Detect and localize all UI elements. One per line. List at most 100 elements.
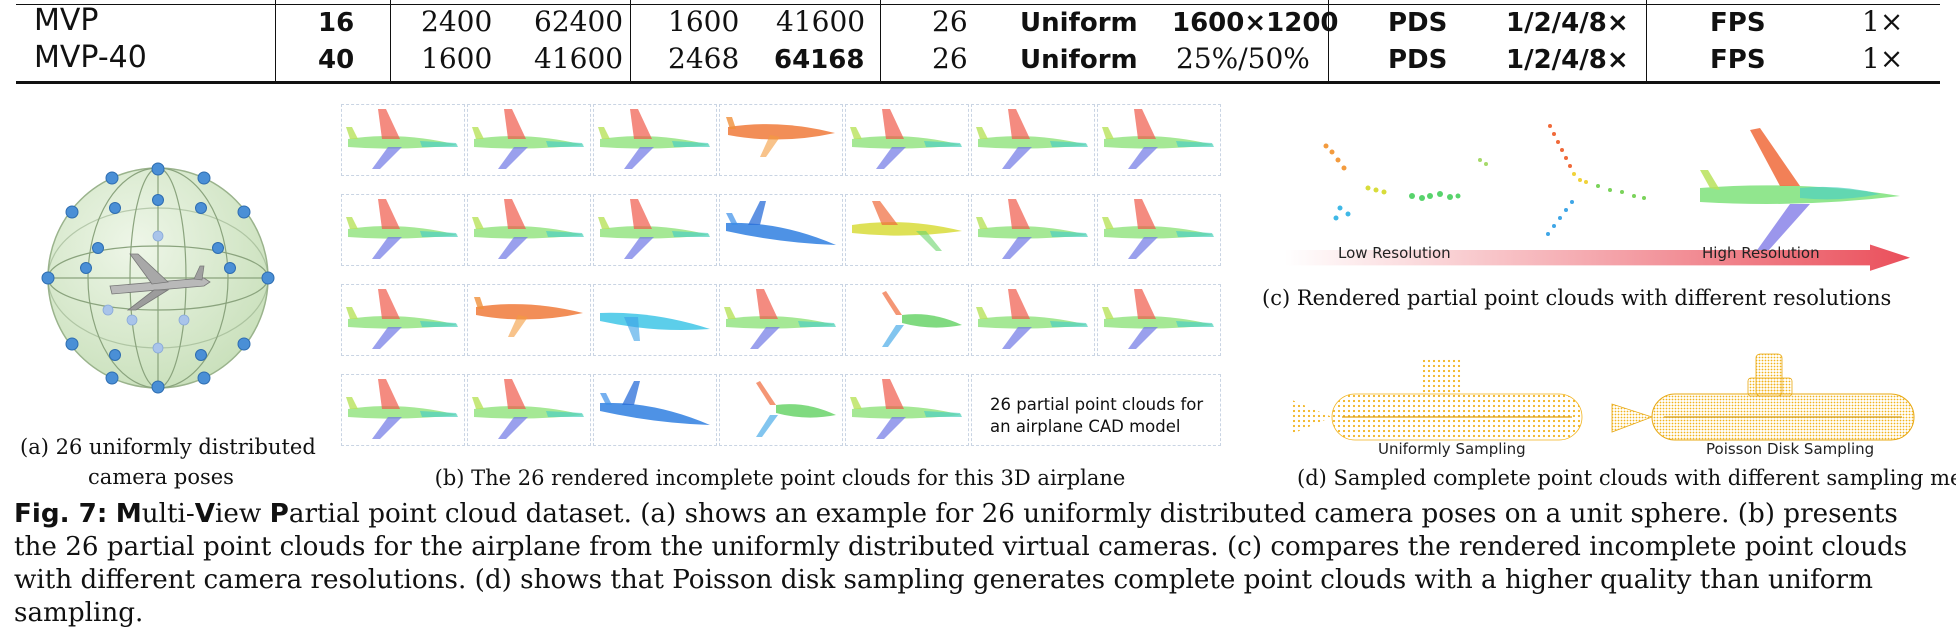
partial-cloud-cell xyxy=(971,284,1095,356)
partial-cloud-cell xyxy=(1097,284,1221,356)
partial-cloud-cell xyxy=(719,104,843,176)
airplane-point-cloud xyxy=(600,312,710,341)
airplane-point-cloud xyxy=(882,291,962,347)
table-vline xyxy=(880,0,882,81)
table-rule-top xyxy=(16,4,1940,6)
table-vline xyxy=(390,0,392,81)
table-cell: 64168 xyxy=(774,45,865,75)
caption-text: iew xyxy=(215,499,270,529)
table-cell: FPS xyxy=(1710,45,1766,75)
partial-clouds-grid xyxy=(341,104,1221,454)
partial-cloud-cell xyxy=(845,284,969,356)
airplane-point-cloud xyxy=(472,379,584,439)
table-cell: 1600 xyxy=(668,5,740,38)
table-vline xyxy=(1328,0,1330,81)
airplane-point-cloud xyxy=(474,297,583,337)
table-cell: 2400 xyxy=(421,5,493,38)
airplane-point-cloud xyxy=(472,199,584,259)
table-cell: 62400 xyxy=(534,5,624,38)
panel-a-caption: (a) 26 uniformly distributed camera pose… xyxy=(20,432,316,492)
partial-cloud-cell xyxy=(971,104,1095,176)
airplane-point-cloud xyxy=(1102,109,1214,169)
table-cell: 41600 xyxy=(534,42,624,75)
table-cell: 1× xyxy=(1862,5,1904,38)
table-vline xyxy=(630,0,632,81)
airplane-point-cloud xyxy=(756,381,836,437)
poisson-sampling-label: Poisson Disk Sampling xyxy=(1706,440,1875,458)
airplane-point-cloud xyxy=(1102,199,1214,259)
table-vline xyxy=(275,0,277,81)
table-cell: 16 xyxy=(318,8,355,38)
sampling-panel xyxy=(1272,344,1932,452)
partial-cloud-cell xyxy=(719,374,843,446)
table-cell: 1/2/4/8× xyxy=(1506,8,1629,38)
high-resolution-label: High Resolution xyxy=(1702,244,1820,262)
uniform-sampling-label: Uniformly Sampling xyxy=(1378,440,1526,458)
camera-sphere-illustration xyxy=(41,162,275,394)
table-cell: Uniform xyxy=(1020,45,1138,75)
partial-cloud-cell xyxy=(467,374,591,446)
airplane-point-cloud xyxy=(1102,289,1214,349)
results-table: MVP 16 2400 62400 1600 41600 26 Uniform … xyxy=(16,0,1940,84)
uniform-submarine xyxy=(1292,358,1583,441)
submarine-illustration xyxy=(1292,353,1915,441)
partial-cloud-cell xyxy=(845,374,969,446)
airplane-point-cloud xyxy=(346,379,458,439)
partial-cloud-cell xyxy=(467,104,591,176)
airplane-point-cloud xyxy=(472,109,584,169)
partial-cloud-cell xyxy=(845,194,969,266)
partial-cloud-cell xyxy=(341,104,465,176)
partial-cloud-cell xyxy=(341,284,465,356)
table-rule-bottom xyxy=(16,81,1940,84)
caption-initial: V xyxy=(194,499,216,529)
airplane-point-cloud xyxy=(976,109,1088,169)
table-cell: Uniform xyxy=(1020,8,1138,38)
airplane-point-cloud xyxy=(850,379,962,439)
panel-d-caption: (d) Sampled complete point clouds with d… xyxy=(1297,466,1956,490)
note-cell xyxy=(971,374,1221,446)
table-cell: PDS xyxy=(1388,45,1448,75)
airplane-point-cloud xyxy=(598,199,710,259)
caption-line: camera poses xyxy=(88,465,234,489)
partial-cloud-cell xyxy=(1097,194,1221,266)
caption-line: (a) 26 uniformly distributed xyxy=(20,435,316,459)
partial-cloud-cell xyxy=(467,194,591,266)
figure-caption: Fig. 7: Multi-View Partial point cloud d… xyxy=(14,498,1944,630)
partial-cloud-cell xyxy=(719,284,843,356)
partial-cloud-cell xyxy=(971,194,1095,266)
table-cell: 40 xyxy=(318,45,355,75)
table-cell: 1600×1200 xyxy=(1172,8,1339,38)
caption-initial: M xyxy=(115,499,142,529)
panel-b-caption: (b) The 26 rendered incomplete point clo… xyxy=(434,466,1126,490)
low-res-cloud xyxy=(1323,143,1461,221)
airplane-point-cloud xyxy=(600,381,710,425)
high-res-cloud xyxy=(1700,128,1900,260)
figure-label: Fig. 7: xyxy=(14,499,108,529)
caption-text: ulti- xyxy=(141,499,195,529)
partial-cloud-cell xyxy=(593,194,717,266)
table-cell: 1× xyxy=(1862,42,1904,75)
caption-initial: P xyxy=(269,499,289,529)
table-cell: 2468 xyxy=(668,42,740,75)
airplane-point-cloud xyxy=(976,199,1088,259)
resolution-panel xyxy=(1280,110,1920,290)
partial-cloud-cell xyxy=(593,284,717,356)
poisson-submarine xyxy=(1611,353,1915,441)
airplane-point-cloud xyxy=(346,109,458,169)
airplane-point-cloud xyxy=(726,201,836,245)
camera-sphere-panel xyxy=(20,150,290,410)
table-cell: 1600 xyxy=(421,42,493,75)
low-resolution-label: Low Resolution xyxy=(1338,244,1451,262)
table-cell: 25%/50% xyxy=(1176,42,1310,75)
airplane-point-cloud xyxy=(346,289,458,349)
table-vline xyxy=(1646,0,1648,81)
caption-text: artial point cloud dataset. (a) shows an… xyxy=(14,499,1908,628)
table-cell: 41600 xyxy=(776,5,866,38)
airplane-point-cloud xyxy=(598,109,710,169)
note-line: an airplane CAD model xyxy=(990,417,1181,436)
airplane-point-cloud xyxy=(726,117,835,157)
airplane-point-cloud xyxy=(346,199,458,259)
mid-res-cloud xyxy=(1478,124,1646,236)
partial-cloud-cell xyxy=(719,194,843,266)
partial-cloud-cell xyxy=(593,374,717,446)
